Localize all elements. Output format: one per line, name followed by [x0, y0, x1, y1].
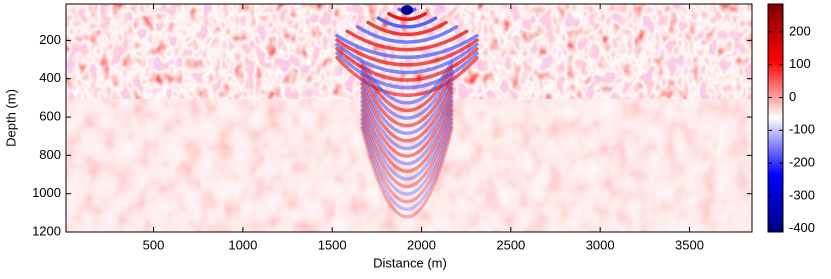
colorbar-tick-label: -200: [789, 155, 815, 170]
wave-arc: [360, 91, 454, 158]
wave-arc: [360, 77, 454, 136]
wave-arc: [355, 25, 459, 44]
wavefront: [335, 5, 479, 219]
wave-arc: [360, 69, 454, 120]
y-tick-label: 400: [39, 70, 61, 85]
wave-arc: [360, 82, 454, 143]
wave-arc: [335, 42, 479, 75]
colorbar-tick-label: -400: [789, 220, 815, 235]
y-axis-label: Depth (m): [3, 89, 18, 147]
colorbar: [767, 3, 784, 233]
y-tick-label: 200: [39, 32, 61, 47]
wave-arc: [360, 108, 454, 189]
wave-arc: [360, 60, 454, 105]
wave-arc: [360, 104, 454, 181]
wave-arc: [335, 38, 479, 67]
wave-arc: [335, 47, 479, 82]
x-tick-label: 2500: [496, 237, 525, 252]
wave-arc: [366, 20, 448, 37]
wave-arc: [360, 73, 454, 128]
wave-arc: [360, 117, 454, 204]
colorbar-tick-label: 200: [789, 23, 811, 38]
wave-arc: [335, 51, 479, 90]
x-tick-label: 1000: [228, 237, 257, 252]
wave-arc: [360, 121, 454, 211]
y-tick-label: 600: [39, 108, 61, 123]
colorbar-tick-label: -300: [789, 187, 815, 202]
wave-arc: [360, 95, 454, 166]
wave-arc: [360, 86, 454, 150]
wavefield: [66, 4, 752, 232]
colorbar-tick-label: -100: [789, 122, 815, 137]
wave-arc: [376, 16, 438, 29]
colorbar-tick-label: 0: [789, 89, 796, 104]
x-tick-label: 3500: [675, 237, 704, 252]
plot-frame: [65, 3, 753, 233]
wave-arc: [335, 33, 479, 59]
colorbar-tick-label: 100: [789, 56, 811, 71]
y-tick-label: 1000: [32, 185, 61, 200]
wave-arc: [387, 11, 427, 22]
wave-arc: [360, 64, 454, 112]
x-tick-label: 500: [143, 237, 165, 252]
x-tick-label: 3000: [586, 237, 615, 252]
wave-arc: [360, 126, 454, 219]
x-tick-label: 1500: [318, 237, 347, 252]
wave-source: [401, 5, 413, 15]
x-tick-label: 2000: [407, 237, 436, 252]
x-axis-label: Distance (m): [373, 255, 447, 270]
wave-arc: [360, 113, 454, 196]
wave-arc: [345, 29, 469, 52]
y-tick-label: 800: [39, 147, 61, 162]
y-tick-label: 1200: [32, 223, 61, 238]
wave-arc: [335, 55, 479, 98]
wave-arc: [360, 99, 454, 174]
